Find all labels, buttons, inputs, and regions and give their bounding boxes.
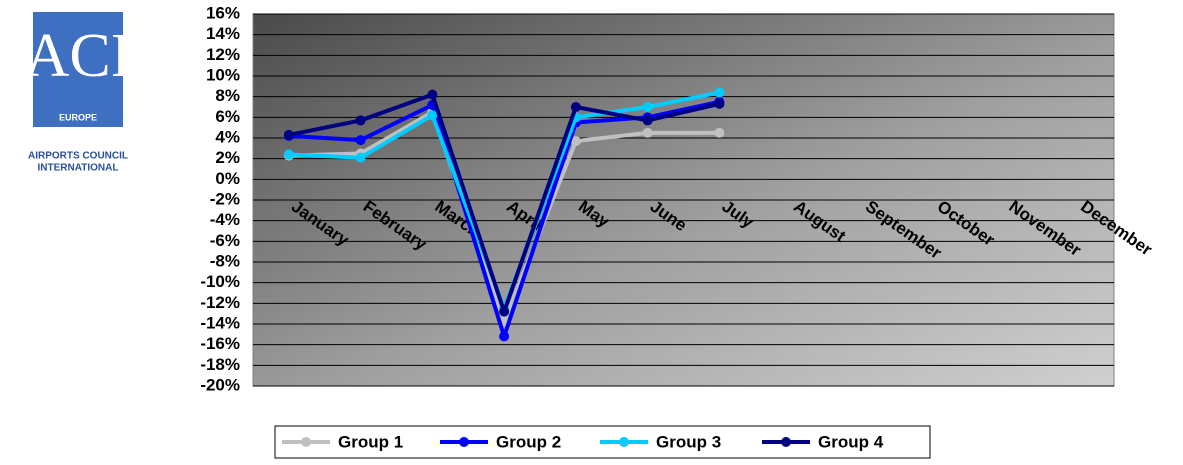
y-tick-label: -2%: [210, 189, 240, 208]
y-tick-label: 0%: [215, 169, 240, 188]
data-point: [355, 135, 366, 146]
y-tick-label: 12%: [206, 45, 240, 64]
data-point: [283, 129, 294, 140]
data-point: [427, 110, 438, 121]
y-tick-label: -8%: [210, 251, 240, 270]
data-point: [714, 98, 725, 109]
data-point: [714, 87, 725, 98]
y-tick-label: 4%: [215, 127, 240, 146]
logo-line: INTERNATIONAL: [38, 163, 119, 174]
logo-box: [33, 12, 123, 127]
logo-line: AIRPORTS COUNCIL: [28, 151, 128, 162]
legend-marker: [619, 437, 629, 447]
data-point: [642, 115, 653, 126]
data-point: [427, 89, 438, 100]
data-point: [570, 136, 581, 147]
y-tick-label: -12%: [200, 293, 240, 312]
legend-label: Group 2: [496, 432, 561, 451]
y-tick-label: -4%: [210, 210, 240, 229]
y-tick-label: 14%: [206, 24, 240, 43]
data-point: [642, 102, 653, 112]
y-tick-label: -6%: [210, 231, 240, 250]
logo: ACI EUROPE AIRPORTS COUNCIL INTERNATIONA…: [25, 8, 132, 174]
y-tick-label: -18%: [200, 355, 240, 374]
y-tick-label: 16%: [206, 3, 240, 22]
data-point: [714, 127, 725, 138]
y-tick-label: -16%: [200, 334, 240, 353]
y-tick-label: 10%: [206, 65, 240, 84]
data-point: [355, 115, 366, 126]
y-tick-label: -14%: [200, 313, 240, 332]
y-tick-label: 6%: [215, 107, 240, 126]
y-tick-label: 2%: [215, 148, 240, 167]
legend-label: Group 4: [818, 432, 884, 451]
data-point: [570, 102, 581, 112]
legend-marker: [781, 437, 791, 447]
data-point: [499, 306, 510, 317]
logo-mark: ACI: [25, 22, 132, 90]
data-point: [642, 127, 653, 138]
data-point: [283, 149, 294, 160]
legend-label: Group 3: [656, 432, 721, 451]
y-tick-label: -10%: [200, 272, 240, 291]
y-tick-label: 8%: [215, 86, 240, 105]
legend-marker: [459, 437, 469, 447]
data-point: [355, 152, 366, 163]
logo-region: EUROPE: [59, 112, 97, 122]
legend-label: Group 1: [338, 432, 403, 451]
y-tick-label: -20%: [200, 375, 240, 394]
legend-marker: [301, 437, 311, 447]
data-point: [499, 331, 510, 342]
